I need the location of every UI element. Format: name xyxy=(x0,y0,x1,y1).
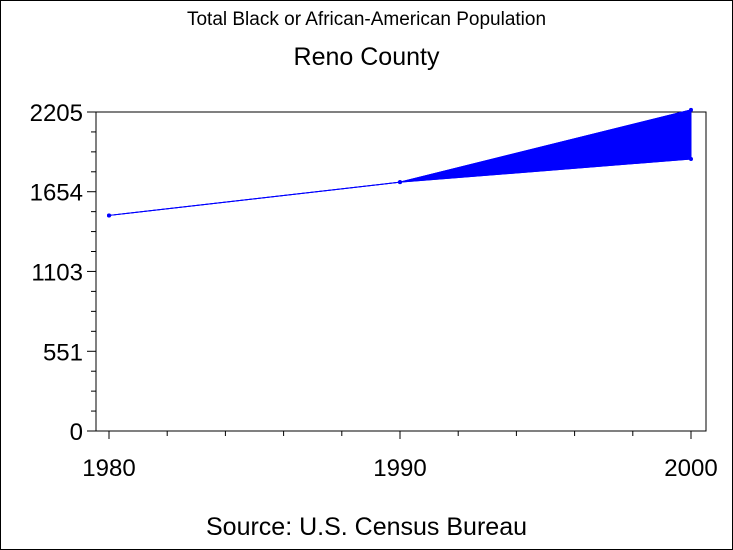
chart-subtitle: Reno County xyxy=(293,43,440,71)
series-band xyxy=(108,109,692,216)
data-point xyxy=(689,107,693,112)
x-tick-label: 1980 xyxy=(82,455,135,482)
series-line-0 xyxy=(108,158,692,216)
chart-footnote: Source: U.S. Census Bureau xyxy=(206,513,527,541)
data-point xyxy=(107,213,111,218)
x-tick-label: 1990 xyxy=(373,455,426,482)
y-tick-label: 1654 xyxy=(30,180,83,207)
data-point xyxy=(689,157,693,162)
y-tick-label: 1103 xyxy=(31,259,83,286)
y-tick-label: 2205 xyxy=(30,100,83,127)
chart-title: Total Black or African-American Populati… xyxy=(186,9,547,30)
x-tick-label: 2000 xyxy=(664,455,717,482)
data-point xyxy=(398,180,402,185)
y-tick-label: 0 xyxy=(70,419,83,446)
y-tick-label: 551 xyxy=(43,339,83,366)
